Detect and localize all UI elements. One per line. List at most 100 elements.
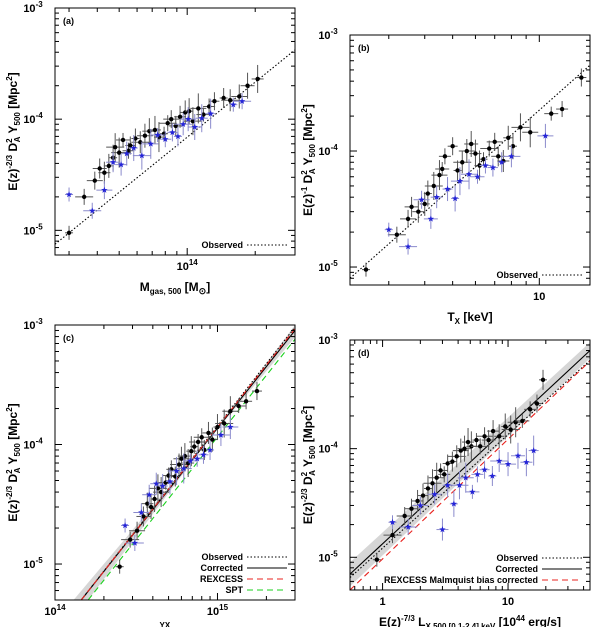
data-point-black [539,369,548,390]
data-point-blue [125,534,144,551]
star-marker [174,132,182,140]
star-marker [198,114,205,121]
dot-marker [474,437,479,443]
dot-marker [192,444,197,449]
dot-marker [173,123,178,129]
data-point-blue [399,519,418,536]
data-point-blue [449,490,458,517]
data-point-black [103,153,114,178]
dot-marker [520,418,525,424]
data-point-black [448,451,457,472]
star-marker [427,215,435,222]
data-point-blue [132,141,151,170]
data-point-blue [106,152,121,173]
star-marker [530,447,537,454]
dot-marker [416,209,421,214]
data-point-black [472,433,481,448]
data-point-blue [205,98,216,129]
data-point-blue [528,435,539,466]
y-tick-label: 10-4 [318,143,338,158]
data-point-blue [157,473,168,498]
star-marker [504,460,512,467]
dot-marker [145,501,150,506]
data-point-blue [413,190,430,209]
panel-d: 10-5 10-4 10-3 1 10 (d) ObservedCorrectedREXCE… [300,332,591,627]
dot-marker [462,446,467,451]
legend-label: Observed [496,553,538,563]
y-tick-label: 10-5 [318,259,338,274]
data-point-blue [487,158,498,177]
data-point-blue [167,123,178,142]
y-tick-label: 10-4 [318,441,338,456]
panel-a: 10-5 10-4 10-3 1014 (a) Observed Mgas, 500 [M⊙… [5,0,296,296]
star-marker [418,196,425,203]
data-point-black [438,466,451,483]
data-point-black [522,117,539,148]
x-axis-label: MYX500 [M⊙] [150,621,201,627]
dot-marker [179,456,184,461]
star-marker [162,135,169,142]
data-point-black [240,393,253,410]
ticks [350,34,590,286]
dot-marker [431,183,436,189]
y-tick-label: 10-3 [318,332,338,347]
dot-marker [455,168,460,173]
fit-line-observed [350,64,590,279]
dot-marker [120,137,126,143]
data-point-blue [537,123,554,148]
legend-label: Observed [201,240,243,250]
plot-area [350,342,590,590]
dot-marker [117,564,122,569]
star-marker [153,480,160,487]
dot-marker [254,388,260,394]
star-marker [450,500,458,507]
data-point-black [251,64,264,93]
star-marker [230,101,237,108]
data-point-blue [142,484,157,505]
data-point-black [150,486,159,513]
dot-marker [221,95,226,101]
plot-area [73,325,295,600]
data-point-black [129,521,146,540]
star-marker [417,502,424,509]
dot-marker [425,191,431,196]
star-marker [474,173,481,180]
dot-marker [112,144,118,150]
star-marker [482,162,489,169]
legend-label: Observed [496,270,538,280]
dot-marker [228,408,233,414]
dot-marker [237,94,242,99]
star-marker [200,451,207,458]
dot-marker [469,141,474,147]
star-marker [89,207,96,214]
data-point-black [428,462,445,493]
dot-marker [186,108,192,114]
x-axis-label: Mgas, 500 [M⊙] [140,280,210,296]
data-point-black [486,132,503,151]
dot-marker [478,444,483,449]
data-point-blue [510,442,525,469]
data-point-black [400,209,417,228]
dot-marker [142,133,148,138]
dot-marker [210,437,215,442]
dot-marker [422,201,427,207]
data-point-black [544,106,559,121]
data-point-blue [133,503,150,522]
star-marker [404,523,412,530]
data-point-black [423,475,432,502]
star-marker [523,458,530,465]
dot-marker [202,447,207,453]
data-point-black [65,225,74,240]
star-marker [130,144,137,151]
fit-line-observed [350,359,590,579]
data-point-black [361,262,370,277]
data-point-black [452,438,469,463]
ticks [55,7,296,256]
data-point-black [148,474,167,503]
dot-marker [152,496,157,502]
data-point-black [240,72,255,99]
dot-marker [430,481,435,486]
data-point-black [163,110,180,129]
data-point-black [447,445,466,468]
dot-marker [390,532,395,538]
